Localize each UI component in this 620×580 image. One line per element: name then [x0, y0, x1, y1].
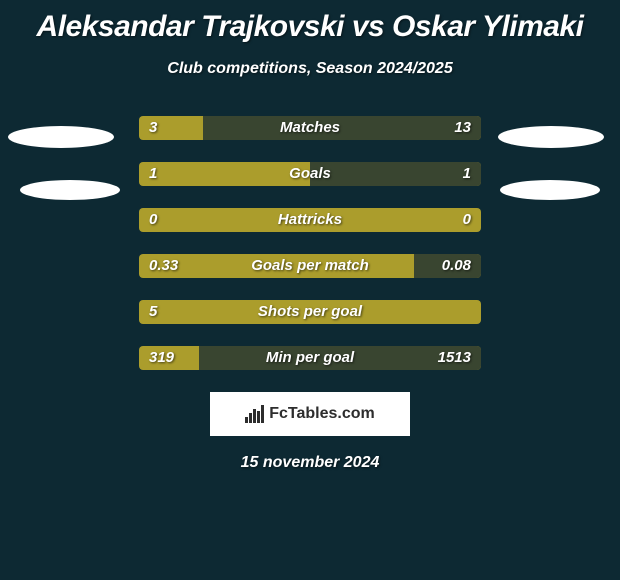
brand-box: FcTables.com — [210, 392, 410, 436]
stat-right-value: 1513 — [438, 346, 471, 370]
stat-label: Shots per goal — [139, 300, 481, 324]
stat-row-matches: 3 Matches 13 — [139, 116, 481, 140]
decorative-oval — [498, 126, 604, 148]
stat-right-value: 0.08 — [442, 254, 471, 278]
stat-row-min-per-goal: 319 Min per goal 1513 — [139, 346, 481, 370]
decorative-oval — [500, 180, 600, 200]
stat-right-value: 0 — [463, 208, 471, 232]
stat-label: Goals per match — [139, 254, 481, 278]
brand: FcTables.com — [245, 405, 375, 423]
bars-icon — [245, 405, 265, 423]
date-label: 15 november 2024 — [0, 454, 620, 472]
stat-label: Hattricks — [139, 208, 481, 232]
stat-label: Goals — [139, 162, 481, 186]
stat-row-hattricks: 0 Hattricks 0 — [139, 208, 481, 232]
decorative-oval — [8, 126, 114, 148]
stat-row-goals: 1 Goals 1 — [139, 162, 481, 186]
stat-row-shots-per-goal: 5 Shots per goal — [139, 300, 481, 324]
page-title: Aleksandar Trajkovski vs Oskar Ylimaki — [0, 0, 620, 44]
stat-right-value: 13 — [454, 116, 471, 140]
stat-label: Min per goal — [139, 346, 481, 370]
subtitle: Club competitions, Season 2024/2025 — [0, 60, 620, 78]
stat-right-value: 1 — [463, 162, 471, 186]
comparison-chart: 3 Matches 13 1 Goals 1 0 Hattricks 0 0.3… — [0, 116, 620, 370]
stat-label: Matches — [139, 116, 481, 140]
decorative-oval — [20, 180, 120, 200]
stat-row-goals-per-match: 0.33 Goals per match 0.08 — [139, 254, 481, 278]
brand-label: FcTables.com — [269, 405, 375, 423]
